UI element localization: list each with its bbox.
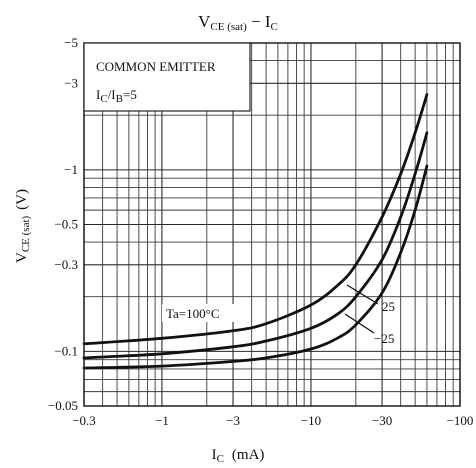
curve-ta-100c xyxy=(82,93,429,346)
series-labels: Ta=100°C 25 −25 xyxy=(162,284,395,346)
annotation-line-2: IC/IB=5 xyxy=(96,87,137,105)
plot-frame xyxy=(83,42,461,407)
y-tick-label: −0.05 xyxy=(48,398,78,413)
curve-ta-25 xyxy=(82,131,429,360)
series-label-25: 25 xyxy=(382,299,395,314)
y-tick-label: −3 xyxy=(64,75,78,90)
x-axis-label: IC (mA) xyxy=(212,447,265,465)
x-tick-label: −10 xyxy=(301,413,321,428)
y-tick-label: −0.5 xyxy=(54,217,78,232)
x-tick-label: −100 xyxy=(447,413,474,428)
series-label-100c: Ta=100°C xyxy=(166,306,220,321)
x-tick-label: −3 xyxy=(226,413,240,428)
leader-line-25 xyxy=(346,284,379,305)
tick-labels: −0.3 −1 −3 −10 −30 −100 −5 −3 −1 −0.5 −0.3 −0.1 −0.0… xyxy=(48,35,474,428)
series-label-bg-100 xyxy=(162,304,242,322)
annotation-box: COMMON EMITTER IC/IB=5 xyxy=(83,42,251,112)
x-tick-label: −0.3 xyxy=(72,413,96,428)
y-tick-label: −0.3 xyxy=(54,257,78,272)
y-tick-label: −1 xyxy=(64,162,78,177)
y-tick-label: −5 xyxy=(64,35,78,50)
x-tick-label: −30 xyxy=(372,413,392,428)
curve-ta-minus-25 xyxy=(82,164,429,370)
leader-line-minus-25 xyxy=(344,313,375,334)
chart-title: VCE (sat) − IC xyxy=(198,12,278,33)
x-tick-label: −1 xyxy=(155,413,169,428)
curves xyxy=(82,93,429,370)
series-label-minus-25: −25 xyxy=(374,331,394,346)
annotation-line-1: COMMON EMITTER xyxy=(96,59,216,74)
annotation-box-background xyxy=(83,42,251,112)
y-axis-label: VCE (sat)(V) xyxy=(14,189,32,263)
y-tick-label: −0.1 xyxy=(54,343,78,358)
